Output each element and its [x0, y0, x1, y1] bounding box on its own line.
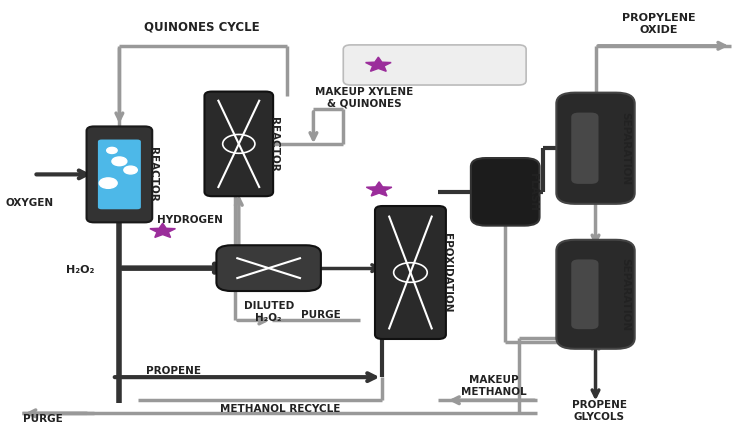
Text: MAKEUP XYLENE
& QUINONES: MAKEUP XYLENE & QUINONES	[315, 87, 413, 109]
Text: PROPYLENE
OXIDE: PROPYLENE OXIDE	[622, 13, 696, 35]
Text: SEPARATION: SEPARATION	[620, 112, 630, 185]
FancyBboxPatch shape	[98, 140, 141, 209]
Text: METHANOL RECYCLE: METHANOL RECYCLE	[220, 404, 340, 413]
Text: PURGE: PURGE	[23, 415, 63, 424]
Text: SEPARATION: SEPARATION	[620, 258, 630, 331]
FancyBboxPatch shape	[471, 158, 539, 226]
Text: PROPENE
GLYCOLS: PROPENE GLYCOLS	[572, 400, 627, 422]
Text: Process Analysis: Process Analysis	[401, 60, 506, 70]
Polygon shape	[366, 182, 392, 196]
Text: DILUTED
H₂O₂: DILUTED H₂O₂	[244, 301, 294, 323]
Text: PURGE: PURGE	[301, 310, 340, 320]
Text: EPOXIDATION: EPOXIDATION	[442, 233, 452, 312]
Text: MAKEUP
METHANOL: MAKEUP METHANOL	[461, 375, 526, 397]
Text: PROPENE: PROPENE	[146, 367, 200, 376]
Text: H₂O₂: H₂O₂	[66, 266, 94, 275]
FancyBboxPatch shape	[217, 245, 321, 291]
Text: FLASH: FLASH	[528, 173, 538, 211]
FancyBboxPatch shape	[556, 240, 634, 349]
FancyBboxPatch shape	[375, 206, 446, 339]
Polygon shape	[365, 57, 392, 72]
FancyBboxPatch shape	[205, 92, 273, 196]
FancyBboxPatch shape	[556, 93, 634, 204]
Text: HYDROGEN: HYDROGEN	[157, 215, 223, 225]
Polygon shape	[150, 223, 176, 238]
Circle shape	[106, 147, 117, 153]
Text: QUINONES CYCLE: QUINONES CYCLE	[144, 20, 260, 34]
FancyBboxPatch shape	[344, 45, 526, 85]
FancyBboxPatch shape	[572, 112, 598, 184]
FancyBboxPatch shape	[86, 126, 152, 222]
Circle shape	[112, 157, 127, 166]
Text: OXYGEN: OXYGEN	[6, 198, 54, 208]
Text: REACTOR: REACTOR	[269, 116, 280, 171]
Text: REACTOR: REACTOR	[148, 147, 158, 202]
Circle shape	[99, 178, 117, 188]
FancyBboxPatch shape	[572, 259, 598, 329]
Circle shape	[124, 166, 137, 174]
